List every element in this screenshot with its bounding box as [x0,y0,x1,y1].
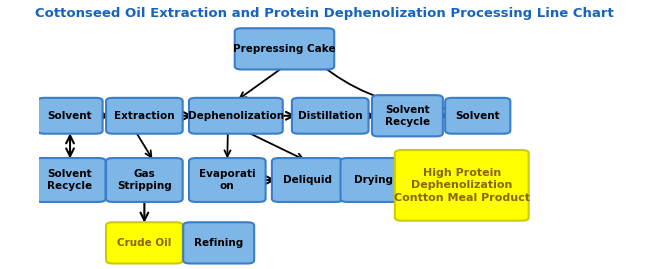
Text: Extraction: Extraction [114,111,175,121]
Text: Evaporati
on: Evaporati on [199,169,256,191]
Text: Refining: Refining [194,238,243,248]
Text: Deliquid: Deliquid [283,175,332,185]
Text: Crude Oil: Crude Oil [117,238,171,248]
Text: Cottonseed Oil Extraction and Protein Dephenolization Processing Line Chart: Cottonseed Oil Extraction and Protein De… [35,7,614,20]
FancyBboxPatch shape [445,98,510,134]
Text: Solvent
Recycle: Solvent Recycle [47,169,93,191]
FancyBboxPatch shape [38,98,103,134]
FancyBboxPatch shape [189,158,265,202]
FancyBboxPatch shape [272,158,343,202]
FancyBboxPatch shape [106,98,182,134]
Text: Distillation: Distillation [298,111,363,121]
Text: Solvent: Solvent [48,111,92,121]
FancyBboxPatch shape [395,150,529,221]
Text: High Protein
Dephenolization
Contton Meal Product: High Protein Dephenolization Contton Mea… [394,168,530,203]
FancyBboxPatch shape [235,28,334,69]
Text: Solvent: Solvent [456,111,500,121]
FancyBboxPatch shape [106,222,182,264]
FancyBboxPatch shape [106,158,182,202]
FancyBboxPatch shape [34,158,106,202]
FancyBboxPatch shape [189,98,283,134]
Text: Dephenolization: Dephenolization [188,111,284,121]
FancyBboxPatch shape [292,98,369,134]
Text: Prepressing Cake: Prepressing Cake [233,44,336,54]
FancyBboxPatch shape [183,222,254,264]
Text: Gas
Stripping: Gas Stripping [117,169,172,191]
Text: Solvent
Recycle: Solvent Recycle [385,105,430,127]
FancyBboxPatch shape [341,158,406,202]
FancyBboxPatch shape [372,95,443,136]
Text: Drying: Drying [354,175,393,185]
